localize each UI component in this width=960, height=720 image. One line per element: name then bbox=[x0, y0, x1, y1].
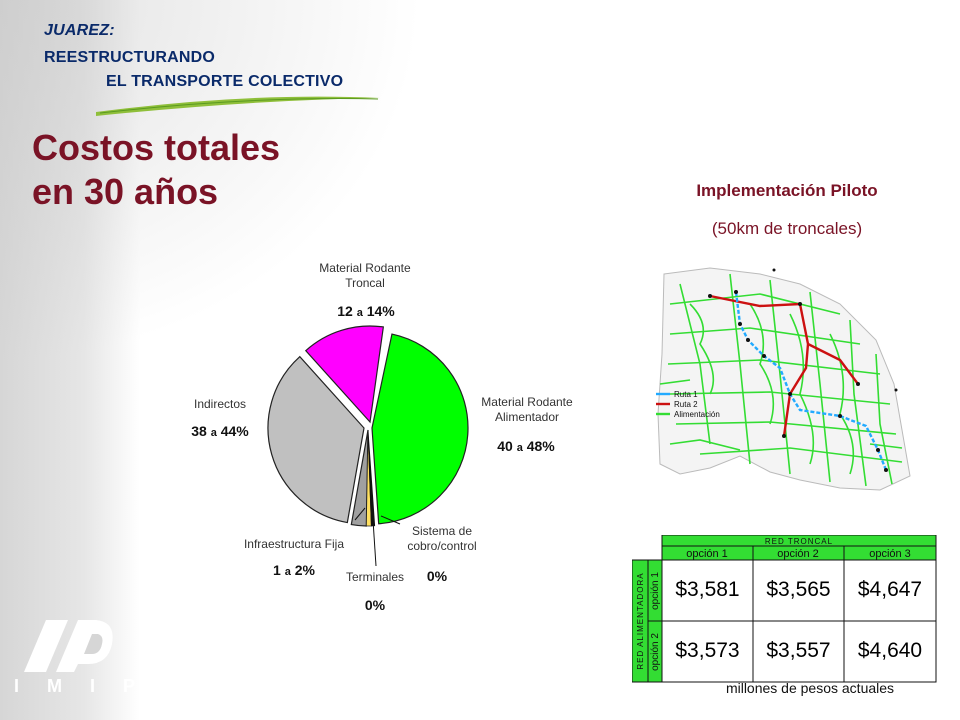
cost-table: RED TRONCAL opción 1 opción 2 opción 3 R… bbox=[632, 535, 938, 685]
pie-slice-alimentador bbox=[371, 333, 469, 525]
label-sistema: Sistema de cobro/control bbox=[407, 524, 477, 553]
page-title: Costos totales en 30 años bbox=[32, 126, 280, 214]
page-title-line-2: en 30 años bbox=[32, 171, 219, 212]
leader-terminales bbox=[372, 519, 377, 567]
legend-ruta-2: Ruta 2 bbox=[674, 400, 698, 409]
map-route-2-branch bbox=[807, 342, 859, 385]
map-feeder-network bbox=[659, 273, 903, 487]
label-alimentador: Material Rodante Alimentador bbox=[481, 395, 573, 424]
label-infraestructura: Infraestructura Fija bbox=[243, 537, 345, 551]
table-cell-r2-c3: $4,640 bbox=[857, 639, 923, 662]
table-col-header-3: opción 3 bbox=[869, 548, 911, 560]
header-line-1: JUAREZ: bbox=[44, 22, 115, 39]
pilot-title: Implementación Piloto bbox=[696, 181, 878, 200]
value-alimentador: 40 a 48% bbox=[497, 438, 555, 454]
map-stops bbox=[708, 268, 898, 472]
table-row-header-1: opción 1 bbox=[650, 572, 661, 610]
legend-alimentacion: Alimentación bbox=[674, 410, 720, 419]
table-col-header-1: opción 1 bbox=[686, 548, 728, 560]
table-col-header-2: opción 2 bbox=[777, 548, 819, 560]
imip-logo bbox=[24, 620, 113, 672]
table-cell-r1-c1: $3,581 bbox=[675, 578, 740, 601]
label-indirectos: Indirectos bbox=[193, 397, 247, 411]
table-cell-r1-c3: $4,647 bbox=[857, 578, 923, 601]
table-row-header-2: opción 2 bbox=[650, 633, 661, 671]
header-line-3: EL TRANSPORTE COLECTIVO bbox=[106, 73, 344, 90]
header-swoosh-highlight bbox=[99, 98, 379, 114]
table-cell-r2-c2: $3,557 bbox=[766, 639, 831, 662]
header-line-2: REESTRUCTURANDO bbox=[44, 49, 215, 66]
pie-slice-indirectos bbox=[267, 355, 365, 524]
legend-ruta-1: Ruta 1 bbox=[674, 390, 698, 399]
pilot-subtitle: (50km de troncales) bbox=[711, 219, 863, 238]
table-cell-r2-c1: $3,573 bbox=[675, 639, 740, 662]
value-infraestructura: 1 a 2% bbox=[273, 562, 315, 578]
page-title-line-1: Costos totales bbox=[32, 127, 281, 168]
leader-sistema bbox=[380, 515, 401, 525]
imip-logo-text: IMIP bbox=[14, 676, 164, 696]
route-map: Ruta 1 Ruta 2 Alimentación bbox=[640, 244, 922, 498]
value-sistema: 0% bbox=[426, 568, 448, 584]
table-cell-r1-c2: $3,565 bbox=[766, 578, 831, 601]
table-units: millones de pesos actuales bbox=[725, 680, 895, 696]
label-troncal: Material Rodante Troncal bbox=[319, 261, 411, 290]
leader-infraestructura bbox=[354, 507, 366, 521]
table-top-header: RED TRONCAL bbox=[765, 537, 833, 546]
value-troncal: 12 a 14% bbox=[337, 303, 395, 319]
pie-slice-troncal bbox=[304, 325, 385, 424]
route-map-drawing: Ruta 1 Ruta 2 Alimentación bbox=[640, 244, 922, 498]
value-terminales: 0% bbox=[364, 597, 386, 613]
value-indirectos: 38 a 44% bbox=[191, 423, 249, 439]
table-side-header: RED ALIMENTADORA bbox=[636, 572, 645, 669]
cost-table-grid: RED TRONCAL opción 1 opción 2 opción 3 R… bbox=[632, 535, 937, 683]
label-terminales: Terminales bbox=[345, 570, 405, 584]
map-legend: Ruta 1 Ruta 2 Alimentación bbox=[656, 390, 720, 419]
